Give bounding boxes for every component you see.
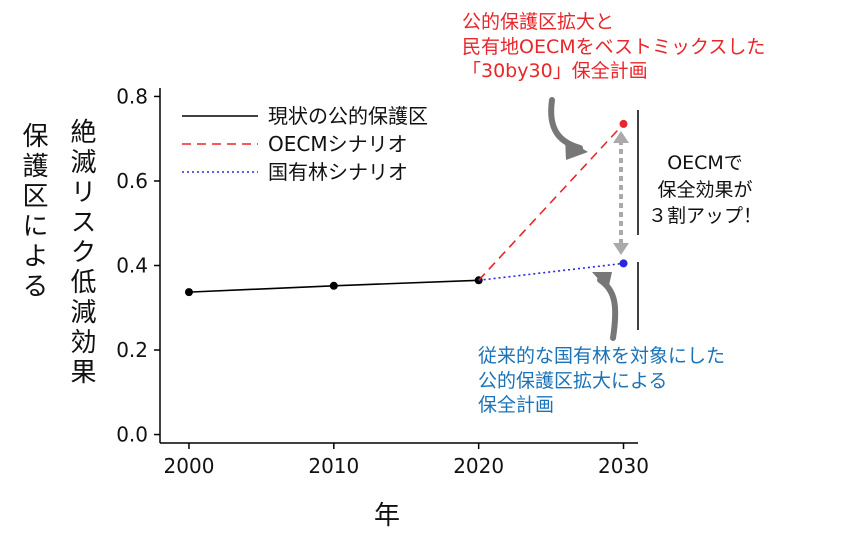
data-point-end <box>619 119 628 128</box>
x-axis-label: 年 <box>374 501 401 531</box>
annotation-arrows <box>548 97 639 341</box>
arrow-top-head <box>565 138 588 160</box>
y-axis-label-2: 絶滅リスク低減効果 <box>66 118 96 388</box>
x-tick-label: 2010 <box>308 454 359 478</box>
axes: 0.0 0.2 0.4 0.6 0.8 2000 2010 2020 2030 <box>116 84 649 478</box>
data-point <box>329 281 338 290</box>
annotation-bottom-line-1: 従来的な国有林を対象にした <box>478 345 726 367</box>
series-lines <box>184 119 628 297</box>
x-tick-label: 2000 <box>164 454 215 478</box>
comparison-arrow-down-head <box>613 243 629 255</box>
series-line-2 <box>478 262 624 282</box>
annotation-top-line-2: 民有地OECMをベストミックスした <box>462 35 766 58</box>
y-tick-label: 0.4 <box>116 254 148 278</box>
annotation-side-line-3: ３割アップ！ <box>648 205 763 228</box>
y-tick-label: 0.2 <box>116 338 148 362</box>
annotation-bottom-line-2: 公的保護区拡大による <box>478 369 668 392</box>
annotation-top-line-3: 「30by30」保全計画 <box>462 60 648 83</box>
comparison-arrow-up-head <box>613 131 629 143</box>
y-axis-label-1: 保護区による <box>18 122 48 302</box>
annotation-side-line-2: 保全効果が <box>657 178 753 201</box>
series-line-1 <box>478 123 625 281</box>
x-tick-label: 2030 <box>598 454 649 478</box>
arrow-bottom-head <box>592 272 612 290</box>
data-point-end <box>619 259 628 268</box>
legend-label-2: 国有林シナリオ <box>268 160 408 184</box>
data-point <box>184 288 193 297</box>
annotation-bottom-line-3: 保全計画 <box>478 394 555 417</box>
annotation-bottom: 従来的な国有林を対象にした 公的保護区拡大による 保全計画 <box>478 344 725 418</box>
legend-label-0: 現状の公的保護区 <box>268 104 428 128</box>
y-tick-label: 0.0 <box>116 423 148 447</box>
annotation-top: 公的保護区拡大と 民有地OECMをベストミックスした 「30by30」保全計画 <box>462 10 765 84</box>
annotation-top-line-1: 公的保護区拡大と <box>462 11 615 33</box>
x-tick-label: 2020 <box>453 454 504 478</box>
annotation-side: OECMで 保全効果が ３割アップ！ <box>648 150 762 230</box>
y-tick-label: 0.8 <box>116 84 148 108</box>
y-tick-label: 0.6 <box>116 169 148 193</box>
legend-label-1: OECMシナリオ <box>268 132 408 156</box>
annotation-side-line-1: OECMで <box>667 152 743 174</box>
